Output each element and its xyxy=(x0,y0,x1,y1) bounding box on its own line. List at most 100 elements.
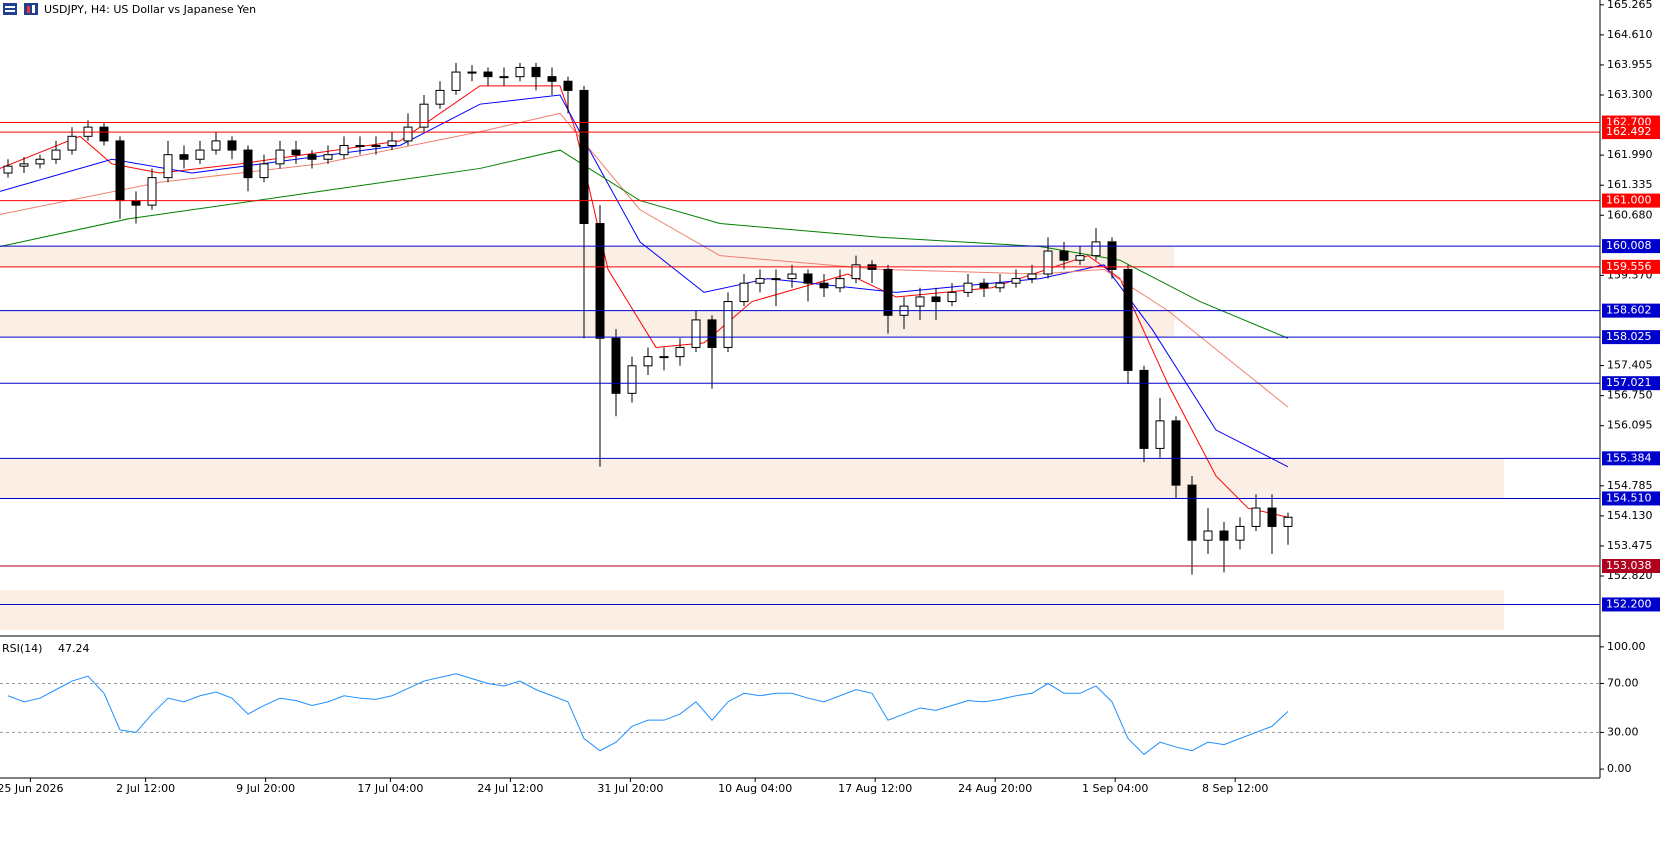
level-label: 157.021 xyxy=(1606,376,1652,389)
candle-body xyxy=(355,144,365,147)
candle-body xyxy=(275,149,285,165)
candle-body xyxy=(387,140,397,146)
y-tick-label: 156.750 xyxy=(1607,389,1653,402)
icon xyxy=(32,5,35,13)
candle-body xyxy=(483,71,493,78)
icon xyxy=(5,10,15,12)
level-tag xyxy=(1602,330,1660,345)
zone xyxy=(0,310,1175,338)
candle-body xyxy=(1187,484,1197,541)
candle-body xyxy=(1155,420,1165,449)
candle-body xyxy=(675,346,685,358)
level-tag xyxy=(1602,193,1660,208)
level-tag xyxy=(1602,125,1660,140)
x-tick-label: 25 Jun 2026 xyxy=(0,782,63,795)
y-tick-label: 100.00 xyxy=(1607,640,1646,653)
x-tick-label: 1 Sep 04:00 xyxy=(1082,782,1148,795)
x-tick-label: 17 Jul 04:00 xyxy=(357,782,423,795)
candle-body xyxy=(35,158,45,165)
candle-body xyxy=(979,282,989,289)
y-tick-label: 156.095 xyxy=(1607,419,1653,432)
candle-body xyxy=(1123,268,1133,371)
candle-body xyxy=(579,89,589,225)
level-label: 159.556 xyxy=(1606,260,1652,273)
candle-body xyxy=(323,154,333,160)
y-tick-label: 163.955 xyxy=(1607,58,1653,71)
y-tick-label: 161.335 xyxy=(1607,178,1653,191)
candle-body xyxy=(371,144,381,147)
candle-body xyxy=(51,149,61,160)
candle-body xyxy=(515,66,525,78)
y-tick-label: 165.265 xyxy=(1607,0,1653,11)
candle-body xyxy=(99,126,109,142)
level-tag xyxy=(1602,239,1660,254)
candle-body xyxy=(179,154,189,160)
indicator-name: RSI(14) xyxy=(2,642,42,655)
level-tag xyxy=(1602,376,1660,391)
candle-body xyxy=(755,278,765,284)
candle-body xyxy=(1251,507,1261,527)
candle-body xyxy=(611,337,621,394)
moving-average xyxy=(0,112,1289,408)
candle-body xyxy=(1219,530,1229,541)
candle-body xyxy=(339,144,349,156)
candle-body xyxy=(803,273,813,284)
x-tick-label: 24 Jul 12:00 xyxy=(477,782,543,795)
level-label: 158.602 xyxy=(1606,304,1652,317)
candle-body xyxy=(259,163,269,179)
x-tick-label: 31 Jul 20:00 xyxy=(597,782,663,795)
icon xyxy=(27,6,30,13)
candle-body xyxy=(1043,250,1053,275)
y-tick-label: 154.785 xyxy=(1607,479,1653,492)
zone xyxy=(0,246,1175,267)
x-tick-label: 10 Aug 04:00 xyxy=(718,782,792,795)
candle-body xyxy=(915,296,925,307)
candle-body xyxy=(771,278,781,281)
candle-body xyxy=(547,76,557,82)
y-tick-label: 153.475 xyxy=(1607,539,1653,552)
icon xyxy=(3,3,17,15)
level-label: 162.492 xyxy=(1606,125,1652,138)
candle-body xyxy=(419,103,429,128)
candle-body xyxy=(643,356,653,367)
candle-body xyxy=(1283,516,1293,527)
level-tag xyxy=(1602,559,1660,574)
icon xyxy=(24,3,38,15)
y-tick-label: 0.00 xyxy=(1607,762,1632,775)
level-label: 160.008 xyxy=(1606,239,1652,252)
candle-body xyxy=(291,149,301,156)
candle-body xyxy=(227,140,237,151)
x-tick-label: 8 Sep 12:00 xyxy=(1202,782,1268,795)
candle-body xyxy=(1235,525,1245,541)
candle-body xyxy=(1011,278,1021,284)
candle-body xyxy=(3,165,13,174)
level-tag xyxy=(1602,451,1660,466)
candle-body xyxy=(595,223,605,339)
level-label: 153.038 xyxy=(1606,559,1652,572)
x-tick-label: 24 Aug 20:00 xyxy=(958,782,1032,795)
candle-body xyxy=(211,140,221,151)
candle-body xyxy=(931,296,941,303)
candle-body xyxy=(1171,420,1181,486)
level-tag xyxy=(1602,303,1660,318)
candle-body xyxy=(243,149,253,179)
candle-body xyxy=(435,89,445,105)
level-tag xyxy=(1602,597,1660,612)
y-tick-label: 160.680 xyxy=(1607,208,1653,221)
level-label: 161.000 xyxy=(1606,194,1652,207)
x-tick-label: 9 Jul 20:00 xyxy=(236,782,295,795)
y-tick-label: 154.130 xyxy=(1607,509,1653,522)
symbol-title: USDJPY, H4: US Dollar vs Japanese Yen xyxy=(44,3,256,16)
candle-body xyxy=(131,200,141,206)
candle-body xyxy=(467,71,477,74)
candle-body xyxy=(19,163,29,167)
candle-body xyxy=(531,66,541,78)
y-tick-label: 164.610 xyxy=(1607,28,1653,41)
candle-body xyxy=(691,319,701,348)
y-tick-label: 163.300 xyxy=(1607,88,1653,101)
candle-body xyxy=(1267,507,1277,527)
level-label: 155.384 xyxy=(1606,451,1652,464)
